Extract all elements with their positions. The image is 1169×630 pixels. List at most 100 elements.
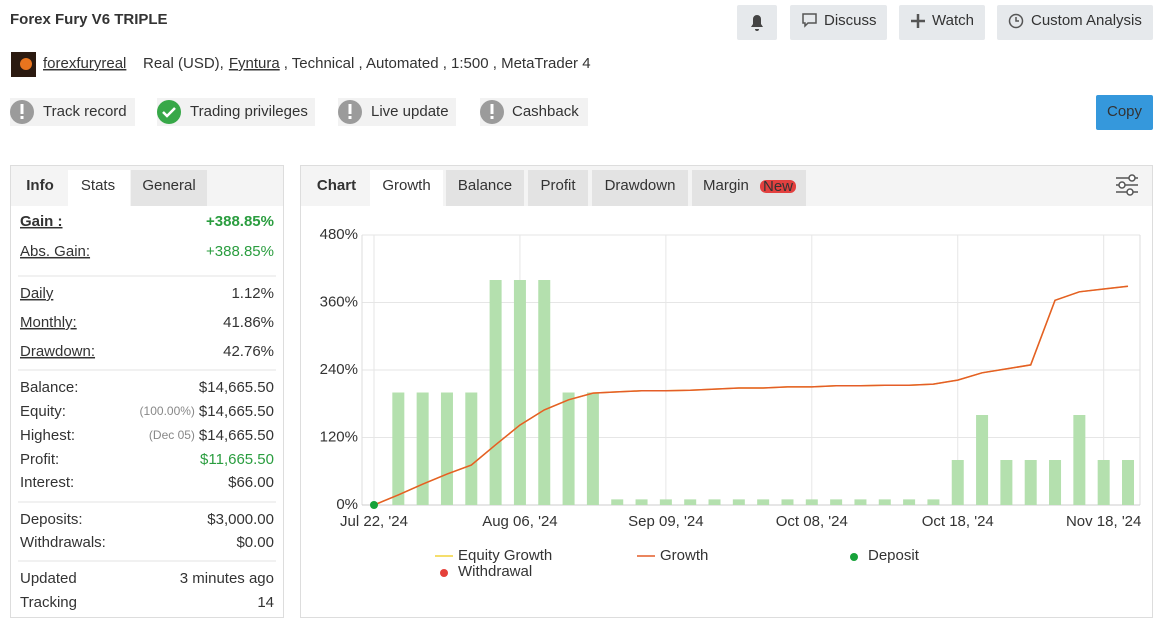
- stat-label: Profit:: [20, 451, 59, 468]
- stat-label: Drawdown:: [20, 343, 95, 360]
- badge-icon-mark: [20, 104, 24, 114]
- watch-button[interactable]: [899, 5, 985, 40]
- stat-value-text: $14,665.50: [199, 427, 274, 444]
- bell-icon: [751, 15, 763, 31]
- stats-tab[interactable]: Stats: [81, 177, 115, 194]
- point: [370, 501, 378, 509]
- legend-label[interactable]: Withdrawal: [458, 563, 532, 580]
- y-tick-label: 360%: [320, 293, 358, 310]
- stats-tab[interactable]: Info: [26, 177, 54, 194]
- stat-value: (Dec 05) $14,665.50: [149, 427, 274, 444]
- chart-panel: [300, 165, 1153, 618]
- new-badge-label: New: [763, 178, 793, 195]
- page-title: Forex Fury V6 TRIPLE: [10, 11, 168, 28]
- bar: [513, 280, 526, 505]
- stat-note: (100.00%): [140, 404, 195, 418]
- legend-dot: [440, 569, 448, 577]
- chart-tab-bg: [528, 170, 588, 206]
- legend-label[interactable]: Growth: [660, 547, 708, 564]
- badge-label: Cashback: [512, 103, 579, 120]
- x-tick-label: Oct 08, '24: [776, 513, 848, 530]
- bar: [465, 392, 478, 505]
- bar: [951, 460, 964, 505]
- tab-active: [68, 170, 130, 206]
- bar: [830, 499, 843, 505]
- bar: [659, 499, 672, 505]
- analysis-button[interactable]: [997, 5, 1153, 40]
- stat-label: Daily: [20, 285, 54, 302]
- account-type: Real (USD),: [143, 55, 224, 72]
- bar: [1000, 460, 1013, 505]
- stat-value-text: $14,665.50: [199, 403, 274, 420]
- legend-label[interactable]: Equity Growth: [458, 547, 552, 564]
- line: [373, 285, 1129, 506]
- stat-value-text: 41.86%: [223, 314, 274, 331]
- stat-value-text: +388.85%: [206, 243, 274, 260]
- stat-value: 41.86%: [223, 314, 274, 331]
- bar: [757, 499, 770, 505]
- bar: [489, 280, 502, 505]
- stat-value-text: $66.00: [228, 474, 274, 491]
- stat-value-text: $0.00: [236, 534, 274, 551]
- stat-value: +388.85%: [206, 243, 274, 260]
- stat-label: Withdrawals:: [20, 534, 106, 551]
- bar: [611, 499, 624, 505]
- x-tick-label: Oct 18, '24: [922, 513, 994, 530]
- chart-tab[interactable]: Growth: [382, 177, 430, 194]
- badge: [157, 98, 315, 126]
- chart-tab-bg: [446, 170, 524, 206]
- stat-label: Interest:: [20, 474, 74, 491]
- user-link[interactable]: forexfuryreal: [43, 55, 126, 72]
- settings-knob: [1126, 188, 1134, 196]
- stat-value-text: $3,000.00: [207, 511, 274, 528]
- bar: [684, 499, 697, 505]
- legend-label[interactable]: Deposit: [868, 547, 920, 564]
- clock-hands: [1015, 17, 1019, 22]
- chart-tab[interactable]: Profit: [540, 177, 576, 194]
- new-badge: [760, 180, 796, 193]
- stat-label: Balance:: [20, 379, 78, 396]
- stats-tab[interactable]: General: [142, 177, 195, 194]
- bar: [976, 415, 989, 505]
- stat-label: Highest:: [20, 427, 75, 444]
- chart-tab[interactable]: Drawdown: [605, 177, 676, 194]
- badge-icon-mark: [490, 116, 494, 119]
- badge-label: Live update: [371, 103, 449, 120]
- account-details: , Technical , Automated , 1:500 , MetaTr…: [284, 55, 591, 72]
- stat-value-text: 42.76%: [223, 343, 274, 360]
- bar: [1049, 460, 1062, 505]
- stat-label: Deposits:: [20, 511, 83, 528]
- stat-note: (Dec 05): [149, 428, 195, 442]
- chart-tab-bg: [592, 170, 688, 206]
- chart-tab[interactable]: Balance: [458, 177, 512, 194]
- bar: [878, 499, 891, 505]
- chart-tab[interactable]: Chart: [317, 177, 356, 194]
- stat-label: Monthly:: [20, 314, 77, 331]
- stat-value-text: 1.12%: [231, 285, 274, 302]
- badge-icon-mark: [20, 116, 24, 119]
- bar: [781, 499, 794, 505]
- bar: [1122, 460, 1134, 505]
- account-info: Real (USD), Fyntura, Technical , Automate…: [143, 55, 591, 72]
- copy-button[interactable]: [1096, 95, 1153, 130]
- x-tick-label: Sep 09, '24: [628, 513, 703, 530]
- legend-dot: [850, 553, 858, 561]
- bar: [635, 499, 648, 505]
- stat-value-text: +388.85%: [206, 213, 274, 230]
- stat-value: 42.76%: [223, 343, 274, 360]
- chart-tab[interactable]: Margin: [703, 177, 749, 194]
- y-tick-label: 240%: [320, 361, 358, 378]
- y-tick-label: 480%: [320, 226, 358, 243]
- stat-value: $66.00: [228, 474, 274, 491]
- broker-link[interactable]: Fyntura: [229, 55, 281, 72]
- stat-value: +388.85%: [206, 213, 274, 230]
- avatar-art: [20, 58, 32, 70]
- settings-knob: [1128, 174, 1136, 182]
- stats-panel: [10, 165, 284, 618]
- clock-icon: [1008, 13, 1024, 29]
- stat-value: $11,665.50: [200, 451, 274, 468]
- stat-value-text: 14: [257, 594, 274, 611]
- badge-label: Track record: [43, 103, 127, 120]
- bar: [1024, 460, 1037, 505]
- badge-icon-mark: [490, 104, 494, 114]
